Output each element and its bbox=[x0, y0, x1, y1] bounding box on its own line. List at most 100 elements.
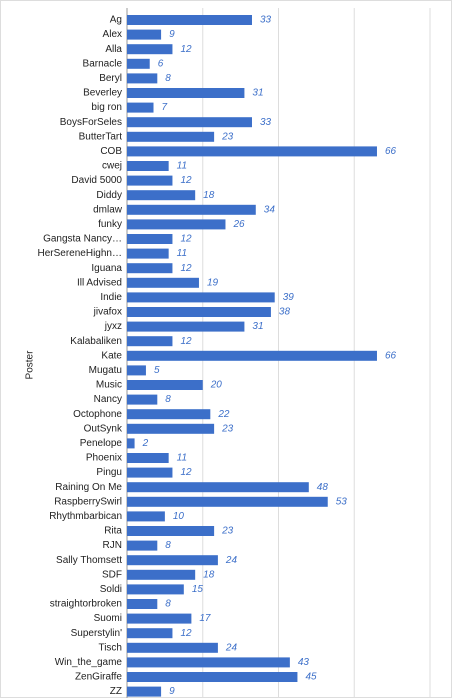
bar bbox=[127, 380, 203, 390]
data-label: 17 bbox=[199, 613, 211, 624]
data-label: 8 bbox=[165, 540, 171, 551]
y-tick-label: jyxz bbox=[104, 321, 122, 332]
data-label: 24 bbox=[225, 555, 238, 566]
data-label: 11 bbox=[177, 248, 187, 259]
data-label: 26 bbox=[232, 219, 245, 230]
y-tick-label: HerSereneHighn… bbox=[38, 248, 123, 259]
data-label: 9 bbox=[169, 686, 175, 697]
y-tick-label: Rita bbox=[104, 526, 122, 537]
data-label: 31 bbox=[252, 321, 263, 332]
bar bbox=[127, 117, 252, 128]
data-label: 20 bbox=[210, 380, 223, 391]
bar bbox=[127, 394, 158, 405]
data-label: 23 bbox=[221, 526, 234, 537]
data-label: 48 bbox=[317, 482, 329, 493]
y-tick-label: Barnacle bbox=[83, 58, 123, 69]
bar bbox=[127, 307, 271, 317]
bar bbox=[127, 599, 158, 609]
data-label: 18 bbox=[203, 190, 215, 201]
y-tick-label: David 5000 bbox=[71, 175, 122, 186]
data-label: 12 bbox=[180, 175, 192, 186]
y-tick-label: COB bbox=[100, 146, 122, 157]
data-label: 53 bbox=[336, 496, 348, 507]
bar bbox=[127, 292, 275, 303]
bar bbox=[127, 204, 256, 215]
bar bbox=[127, 131, 215, 142]
bar bbox=[127, 336, 173, 347]
bar bbox=[127, 219, 226, 230]
y-axis-title: Poster bbox=[25, 350, 36, 380]
data-label: 2 bbox=[142, 438, 149, 449]
data-label: 39 bbox=[283, 292, 295, 303]
y-tick-label: OutSynk bbox=[84, 423, 123, 434]
y-tick-label: Gangsta Nancy… bbox=[43, 234, 122, 245]
bar bbox=[127, 467, 173, 478]
data-label: 7 bbox=[162, 102, 168, 113]
data-label: 43 bbox=[298, 657, 310, 668]
y-tick-label: Raining On Me bbox=[55, 482, 122, 493]
y-tick-label: Kate bbox=[101, 350, 122, 361]
data-label: 12 bbox=[180, 336, 192, 347]
data-label: 12 bbox=[180, 628, 192, 639]
bar bbox=[127, 73, 158, 84]
data-label: 10 bbox=[173, 511, 185, 522]
y-tick-label: RJN bbox=[103, 540, 122, 551]
data-label: 8 bbox=[165, 599, 171, 610]
bar bbox=[127, 175, 173, 186]
data-label: 23 bbox=[221, 423, 234, 434]
data-label: 8 bbox=[165, 394, 171, 405]
data-label: 9 bbox=[169, 29, 175, 40]
data-label: 34 bbox=[264, 204, 276, 215]
bar bbox=[127, 277, 199, 288]
data-label: 12 bbox=[180, 467, 192, 478]
y-tick-label: Pingu bbox=[96, 467, 122, 478]
bar bbox=[127, 540, 158, 551]
y-tick-label: Music bbox=[96, 380, 122, 391]
data-label: 8 bbox=[165, 73, 171, 84]
bar bbox=[127, 686, 162, 697]
y-tick-label: jivafox bbox=[93, 307, 122, 318]
bar bbox=[127, 423, 215, 434]
y-tick-label: RaspberrySwirl bbox=[54, 496, 122, 507]
data-label: 11 bbox=[177, 161, 187, 172]
bar bbox=[127, 58, 150, 69]
bar bbox=[127, 511, 165, 522]
y-tick-label: Soldi bbox=[100, 584, 122, 595]
data-label: 33 bbox=[260, 117, 272, 128]
bar bbox=[127, 350, 377, 361]
data-label: 24 bbox=[225, 642, 238, 653]
y-tick-label: Alla bbox=[105, 44, 122, 55]
y-tick-label: Phoenix bbox=[86, 453, 122, 464]
y-tick-label: big ron bbox=[91, 102, 122, 113]
bar bbox=[127, 482, 309, 493]
y-tick-label: Alex bbox=[103, 29, 122, 40]
y-tick-label: Beryl bbox=[99, 73, 122, 84]
y-tick-label: ButterTart bbox=[79, 131, 123, 142]
y-tick-label: ZenGiraffe bbox=[75, 672, 122, 683]
y-tick-label: Indie bbox=[100, 292, 122, 303]
bar bbox=[127, 555, 218, 566]
data-label: 66 bbox=[385, 350, 397, 361]
y-tick-label: Sally Thomsett bbox=[56, 555, 122, 566]
data-label: 31 bbox=[252, 88, 263, 99]
data-label: 66 bbox=[385, 146, 397, 157]
y-tick-label: SDF bbox=[102, 569, 122, 580]
data-label: 45 bbox=[305, 672, 317, 683]
y-tick-label: Mugatu bbox=[89, 365, 122, 376]
y-tick-label: Beverley bbox=[83, 88, 122, 99]
data-label: 12 bbox=[180, 263, 192, 274]
bar bbox=[127, 672, 298, 682]
bar bbox=[127, 248, 169, 259]
y-tick-label: Superstylin' bbox=[71, 628, 122, 639]
y-tick-label: Iguana bbox=[91, 263, 122, 274]
bar bbox=[127, 234, 173, 244]
bar bbox=[127, 628, 173, 639]
data-label: 11 bbox=[177, 453, 187, 464]
data-label: 33 bbox=[260, 15, 272, 26]
data-label: 12 bbox=[180, 234, 192, 245]
bar bbox=[127, 496, 328, 507]
bar bbox=[127, 102, 154, 113]
y-tick-label: funky bbox=[98, 219, 122, 230]
